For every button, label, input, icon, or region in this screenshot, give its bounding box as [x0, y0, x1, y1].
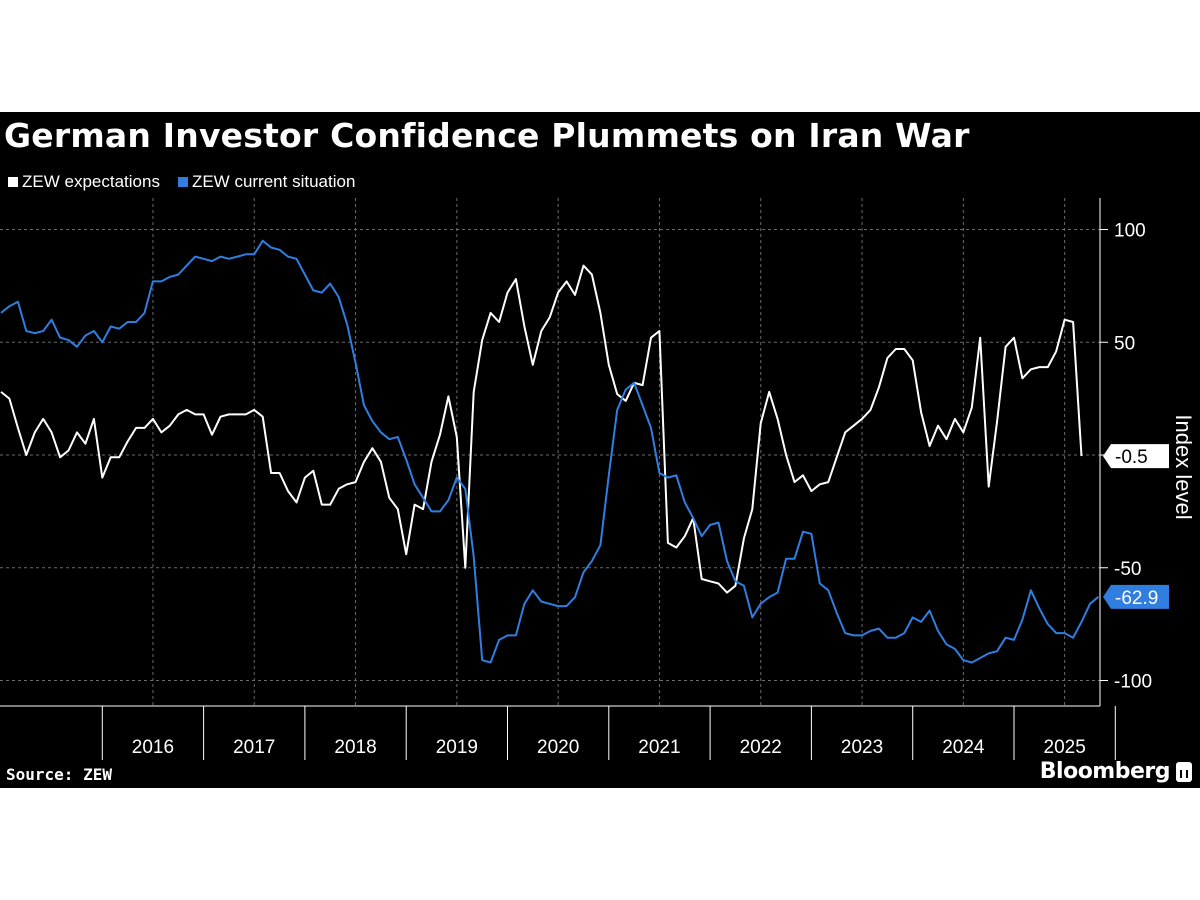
legend: ZEW expectations ZEW current situation	[8, 172, 355, 192]
y-tick-label: 50	[1114, 333, 1135, 354]
bloomberg-mark-icon	[1176, 761, 1192, 782]
x-tick-label: 2016	[132, 737, 174, 758]
legend-label-current-situation: ZEW current situation	[191, 172, 356, 191]
series-line-zew-expectations	[0, 264, 1083, 594]
x-tick-label: 2017	[233, 737, 275, 758]
legend-swatch-current-situation	[177, 177, 188, 187]
legend-swatch-expectations	[8, 177, 18, 187]
x-tick-label: 2023	[841, 737, 883, 758]
chart-panel	[0, 112, 1200, 788]
x-tick-label: 2018	[334, 737, 376, 758]
end-label-current-situation-box	[1103, 584, 1169, 609]
bloomberg-logo: Bloomberg	[1040, 759, 1192, 784]
end-label-current-situation: -62.9	[1115, 588, 1158, 609]
y-tick-label: 100	[1114, 221, 1146, 242]
series-line-zew-current-situation	[0, 239, 1100, 664]
end-label-expectations: -0.5	[1115, 447, 1148, 468]
y-tick-label: -100	[1114, 672, 1152, 693]
x-tick-label: 2020	[537, 737, 579, 758]
x-tick-label: 2024	[942, 737, 985, 758]
y-tick-label: -50	[1114, 559, 1141, 580]
legend-item-current-situation: ZEW current situation	[177, 172, 356, 192]
legend-item-expectations: ZEW expectations	[8, 172, 160, 192]
source-note: Source: ZEW	[6, 765, 112, 784]
x-tick-label: 2025	[1044, 737, 1086, 758]
chart-title: German Investor Confidence Plummets on I…	[4, 116, 970, 155]
legend-label-expectations: ZEW expectations	[22, 172, 160, 191]
y-axis-title: Index level	[1171, 414, 1196, 519]
bloomberg-wordmark: Bloomberg	[1039, 759, 1171, 784]
x-tick-label: 2019	[436, 737, 478, 758]
x-tick-label: 2022	[740, 737, 782, 758]
end-label-expectations-box	[1103, 444, 1169, 469]
x-tick-label: 2021	[638, 737, 680, 758]
